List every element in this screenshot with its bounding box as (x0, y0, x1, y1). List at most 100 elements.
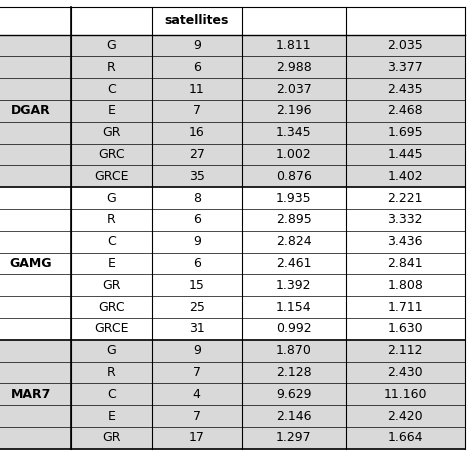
Bar (0, 187, 71, 209)
Text: 1.154: 1.154 (276, 301, 312, 314)
Text: 4: 4 (193, 388, 201, 401)
Text: G: G (107, 39, 116, 52)
Text: 15: 15 (189, 279, 205, 292)
Bar (242, 296, 346, 318)
Bar (346, 231, 465, 253)
Text: 1.811: 1.811 (276, 39, 312, 52)
Text: 6: 6 (193, 61, 201, 74)
Bar (152, 165, 242, 187)
Text: GRC: GRC (98, 148, 125, 161)
Text: 2.468: 2.468 (387, 104, 423, 118)
Text: 27: 27 (189, 148, 205, 161)
Text: 9.629: 9.629 (276, 388, 311, 401)
Text: C: C (107, 82, 116, 96)
Text: 1.345: 1.345 (276, 126, 312, 139)
Text: 31: 31 (189, 322, 205, 336)
Bar (71, 362, 152, 383)
Text: R: R (107, 61, 116, 74)
Bar (242, 383, 346, 405)
Text: 9: 9 (193, 39, 201, 52)
Bar (0, 296, 71, 318)
Bar (71, 187, 152, 209)
Bar (346, 427, 465, 449)
Text: 2.435: 2.435 (387, 82, 423, 96)
Text: 8: 8 (193, 191, 201, 205)
Bar (346, 122, 465, 144)
Text: 6: 6 (193, 257, 201, 270)
Text: GR: GR (102, 431, 121, 445)
Text: 1.445: 1.445 (387, 148, 423, 161)
Bar (0, 78, 71, 100)
Bar (0, 7, 71, 35)
Bar (242, 427, 346, 449)
Bar (242, 274, 346, 296)
Bar (346, 209, 465, 231)
Text: 2.146: 2.146 (276, 410, 311, 423)
Bar (242, 231, 346, 253)
Bar (346, 7, 465, 35)
Bar (242, 187, 346, 209)
Bar (0, 340, 71, 362)
Text: 0.992: 0.992 (276, 322, 312, 336)
Text: GRC: GRC (98, 301, 125, 314)
Bar (152, 405, 242, 427)
Bar (71, 78, 152, 100)
Bar (71, 122, 152, 144)
Text: G: G (107, 191, 116, 205)
Bar (346, 144, 465, 165)
Bar (152, 383, 242, 405)
Bar (0, 100, 71, 122)
Bar (346, 274, 465, 296)
Bar (71, 100, 152, 122)
Bar (152, 7, 242, 35)
Bar (71, 318, 152, 340)
Bar (346, 56, 465, 78)
Bar (0, 383, 71, 405)
Bar (242, 253, 346, 274)
Bar (242, 165, 346, 187)
Text: GR: GR (102, 126, 121, 139)
Bar (346, 100, 465, 122)
Bar (346, 78, 465, 100)
Text: 25: 25 (189, 301, 205, 314)
Text: 1.297: 1.297 (276, 431, 312, 445)
Text: 7: 7 (193, 104, 201, 118)
Bar (71, 405, 152, 427)
Text: 1.870: 1.870 (276, 344, 312, 357)
Bar (71, 7, 152, 35)
Text: E: E (108, 410, 115, 423)
Bar (152, 100, 242, 122)
Text: 17: 17 (189, 431, 205, 445)
Bar (71, 383, 152, 405)
Bar (242, 122, 346, 144)
Text: 1.711: 1.711 (387, 301, 423, 314)
Text: satellites: satellites (164, 14, 229, 27)
Text: 11: 11 (189, 82, 205, 96)
Text: 0.876: 0.876 (276, 170, 312, 183)
Bar (71, 56, 152, 78)
Text: 3.332: 3.332 (388, 213, 423, 227)
Bar (242, 78, 346, 100)
Bar (0, 144, 71, 165)
Bar (346, 187, 465, 209)
Text: MAR7: MAR7 (10, 388, 51, 401)
Bar (242, 209, 346, 231)
Text: 2.461: 2.461 (276, 257, 311, 270)
Bar (242, 144, 346, 165)
Bar (0, 318, 71, 340)
Text: 2.824: 2.824 (276, 235, 312, 248)
Bar (71, 296, 152, 318)
Bar (0, 362, 71, 383)
Text: 9: 9 (193, 344, 201, 357)
Bar (346, 383, 465, 405)
Text: 2.841: 2.841 (387, 257, 423, 270)
Text: 2.430: 2.430 (387, 366, 423, 379)
Text: C: C (107, 388, 116, 401)
Bar (242, 405, 346, 427)
Bar (0, 253, 71, 274)
Bar (152, 253, 242, 274)
Text: 35: 35 (189, 170, 205, 183)
Bar (152, 362, 242, 383)
Bar (152, 209, 242, 231)
Bar (71, 427, 152, 449)
